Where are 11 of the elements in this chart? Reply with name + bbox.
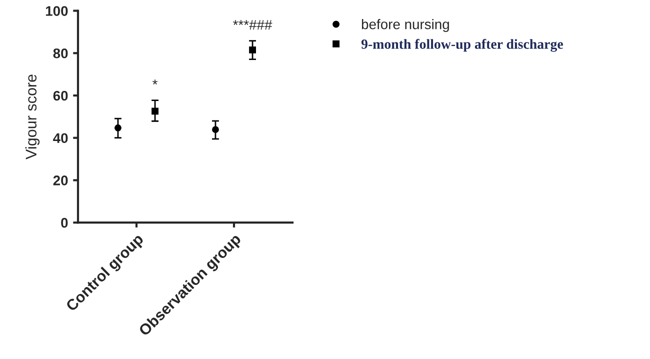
legend-label: before nursing — [362, 19, 449, 32]
y-tick-label: 80 — [53, 48, 68, 58]
y-tick-label: 100 — [46, 6, 68, 16]
annotation: * — [152, 80, 158, 84]
y-tick-label: 60 — [53, 90, 68, 101]
annotation: ***### — [233, 20, 272, 30]
y-tick-label: 0 — [61, 218, 68, 228]
legend-label: 9-month follow-up after discharge — [361, 38, 563, 52]
y-tick-label: 40 — [53, 133, 68, 144]
y-axis-title: Vigour score — [25, 74, 40, 160]
y-tick-label: 20 — [53, 176, 68, 186]
